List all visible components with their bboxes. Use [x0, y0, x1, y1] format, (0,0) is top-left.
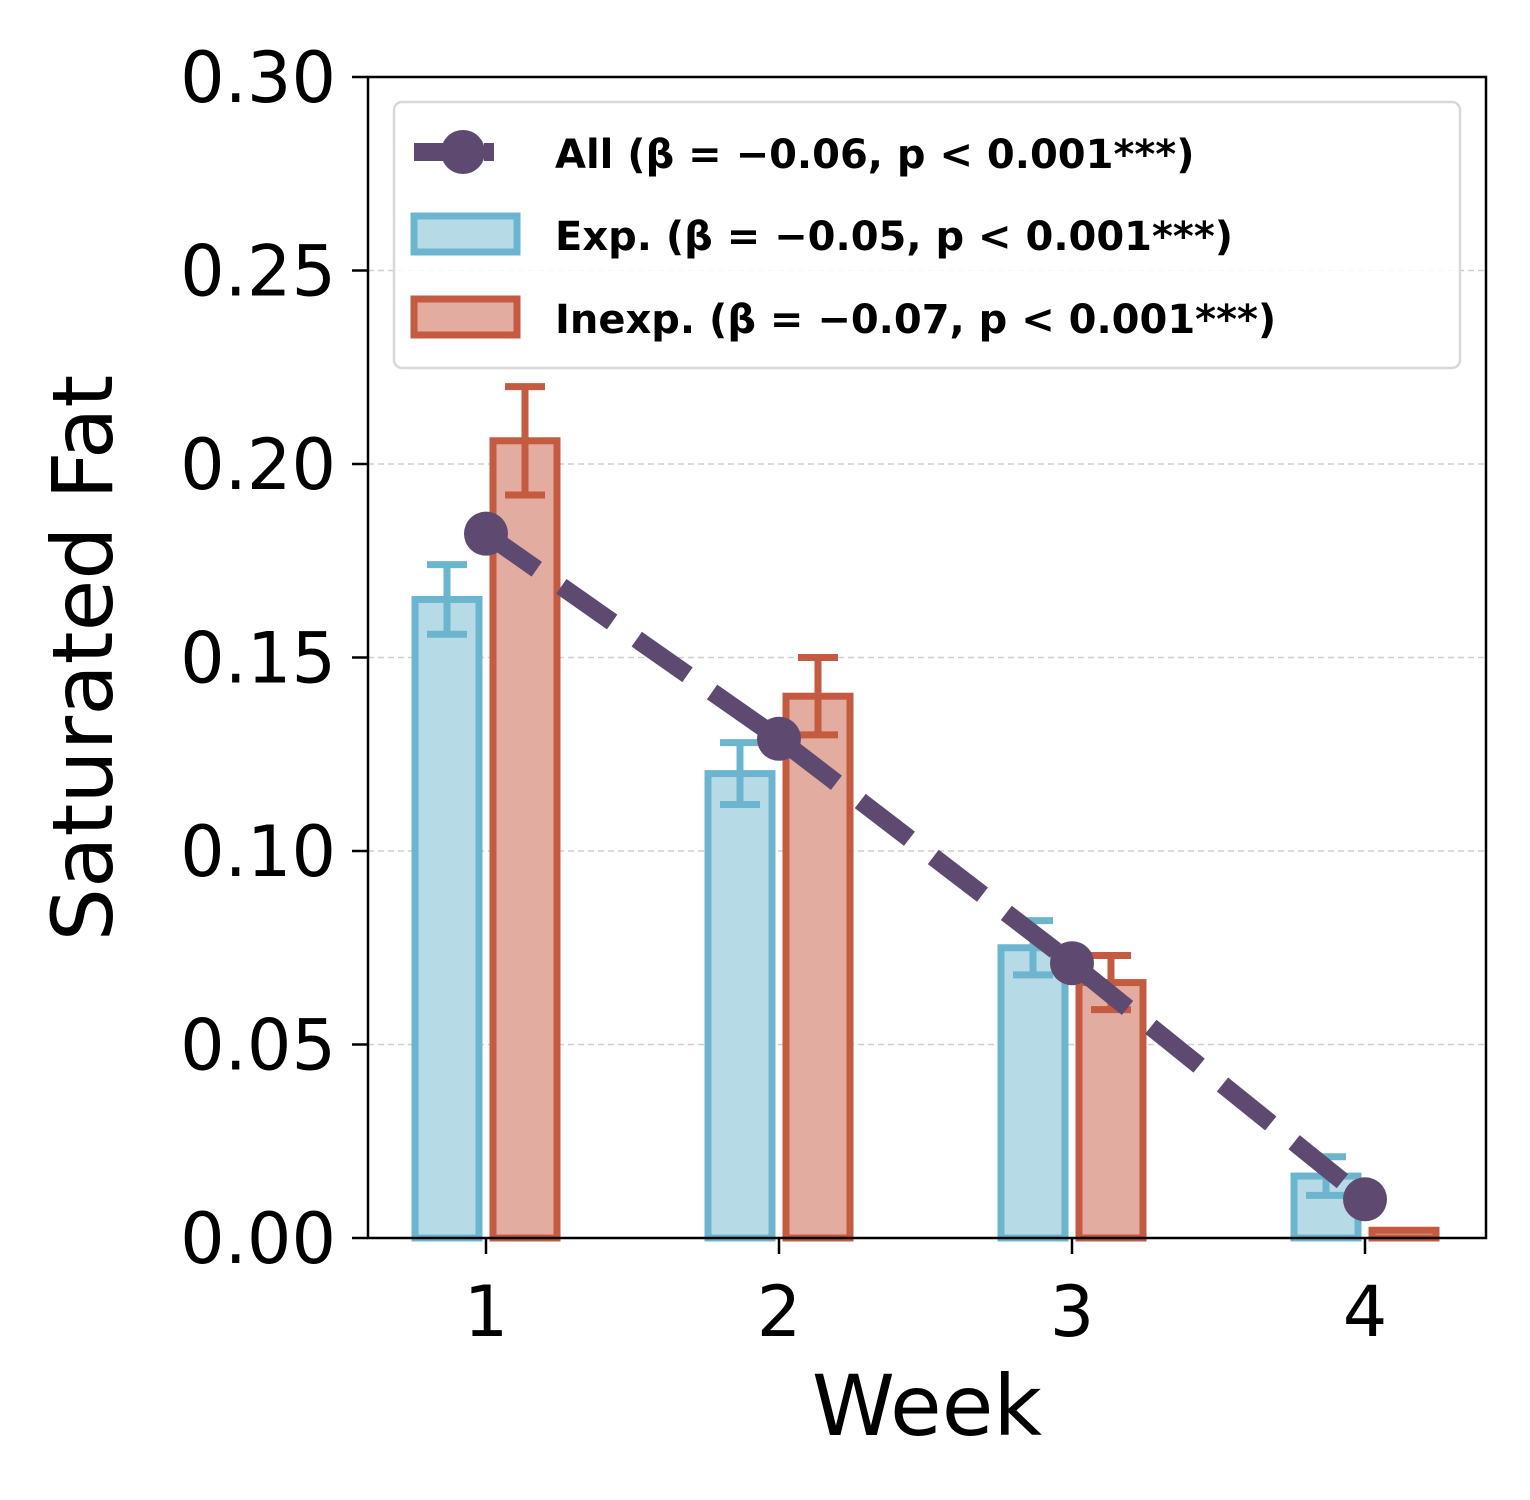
exp-bar	[411, 595, 483, 1242]
y-axis: 0.00 0.05 0.10 0.15 0.20 0.25 0.30	[180, 37, 368, 1280]
exp-bar	[704, 770, 776, 1242]
x-axis-title: Week	[812, 1357, 1042, 1455]
inexp-bar	[1075, 979, 1147, 1242]
x-tick-label: 3	[1050, 1271, 1095, 1353]
x-axis: 1 2 3 4	[464, 1238, 1388, 1353]
all-marker	[464, 511, 508, 556]
legend: All (β = −0.06, p < 0.001***) Exp. (β = −…	[392, 100, 1462, 370]
x-tick-label: 1	[464, 1271, 509, 1353]
legend-label: Inexp. (β = −0.07, p < 0.001***)	[555, 297, 1276, 343]
bars	[411, 437, 1440, 1242]
y-tick-label: 0.10	[180, 811, 336, 893]
y-tick-label: 0.00	[180, 1198, 336, 1280]
x-tick-label: 2	[757, 1271, 802, 1353]
all-marker	[1050, 941, 1094, 986]
error-bars	[427, 383, 1346, 1199]
legend-exp-swatch	[410, 212, 521, 256]
all-marker	[757, 716, 801, 761]
exp-bar	[997, 944, 1069, 1242]
y-tick-label: 0.20	[180, 424, 336, 506]
legend-label: Exp. (β = −0.05, p < 0.001***)	[555, 214, 1233, 260]
y-tick-label: 0.15	[180, 618, 336, 700]
y-tick-label: 0.05	[180, 1005, 336, 1087]
legend-marker-sample	[441, 130, 485, 174]
all-marker	[1343, 1177, 1387, 1222]
legend-box	[392, 100, 1462, 370]
legend-label: All (β = −0.06, p < 0.001***)	[555, 132, 1194, 178]
y-tick-label: 0.30	[180, 37, 336, 119]
x-tick-label: 4	[1343, 1271, 1388, 1353]
inexp-bar	[782, 692, 854, 1242]
all-line	[480, 526, 1371, 1207]
all-series-line	[464, 511, 1387, 1222]
legend-inexp-swatch	[410, 295, 521, 339]
y-tick-label: 0.25	[180, 231, 336, 313]
y-axis-title: Saturated Fat	[34, 375, 132, 942]
